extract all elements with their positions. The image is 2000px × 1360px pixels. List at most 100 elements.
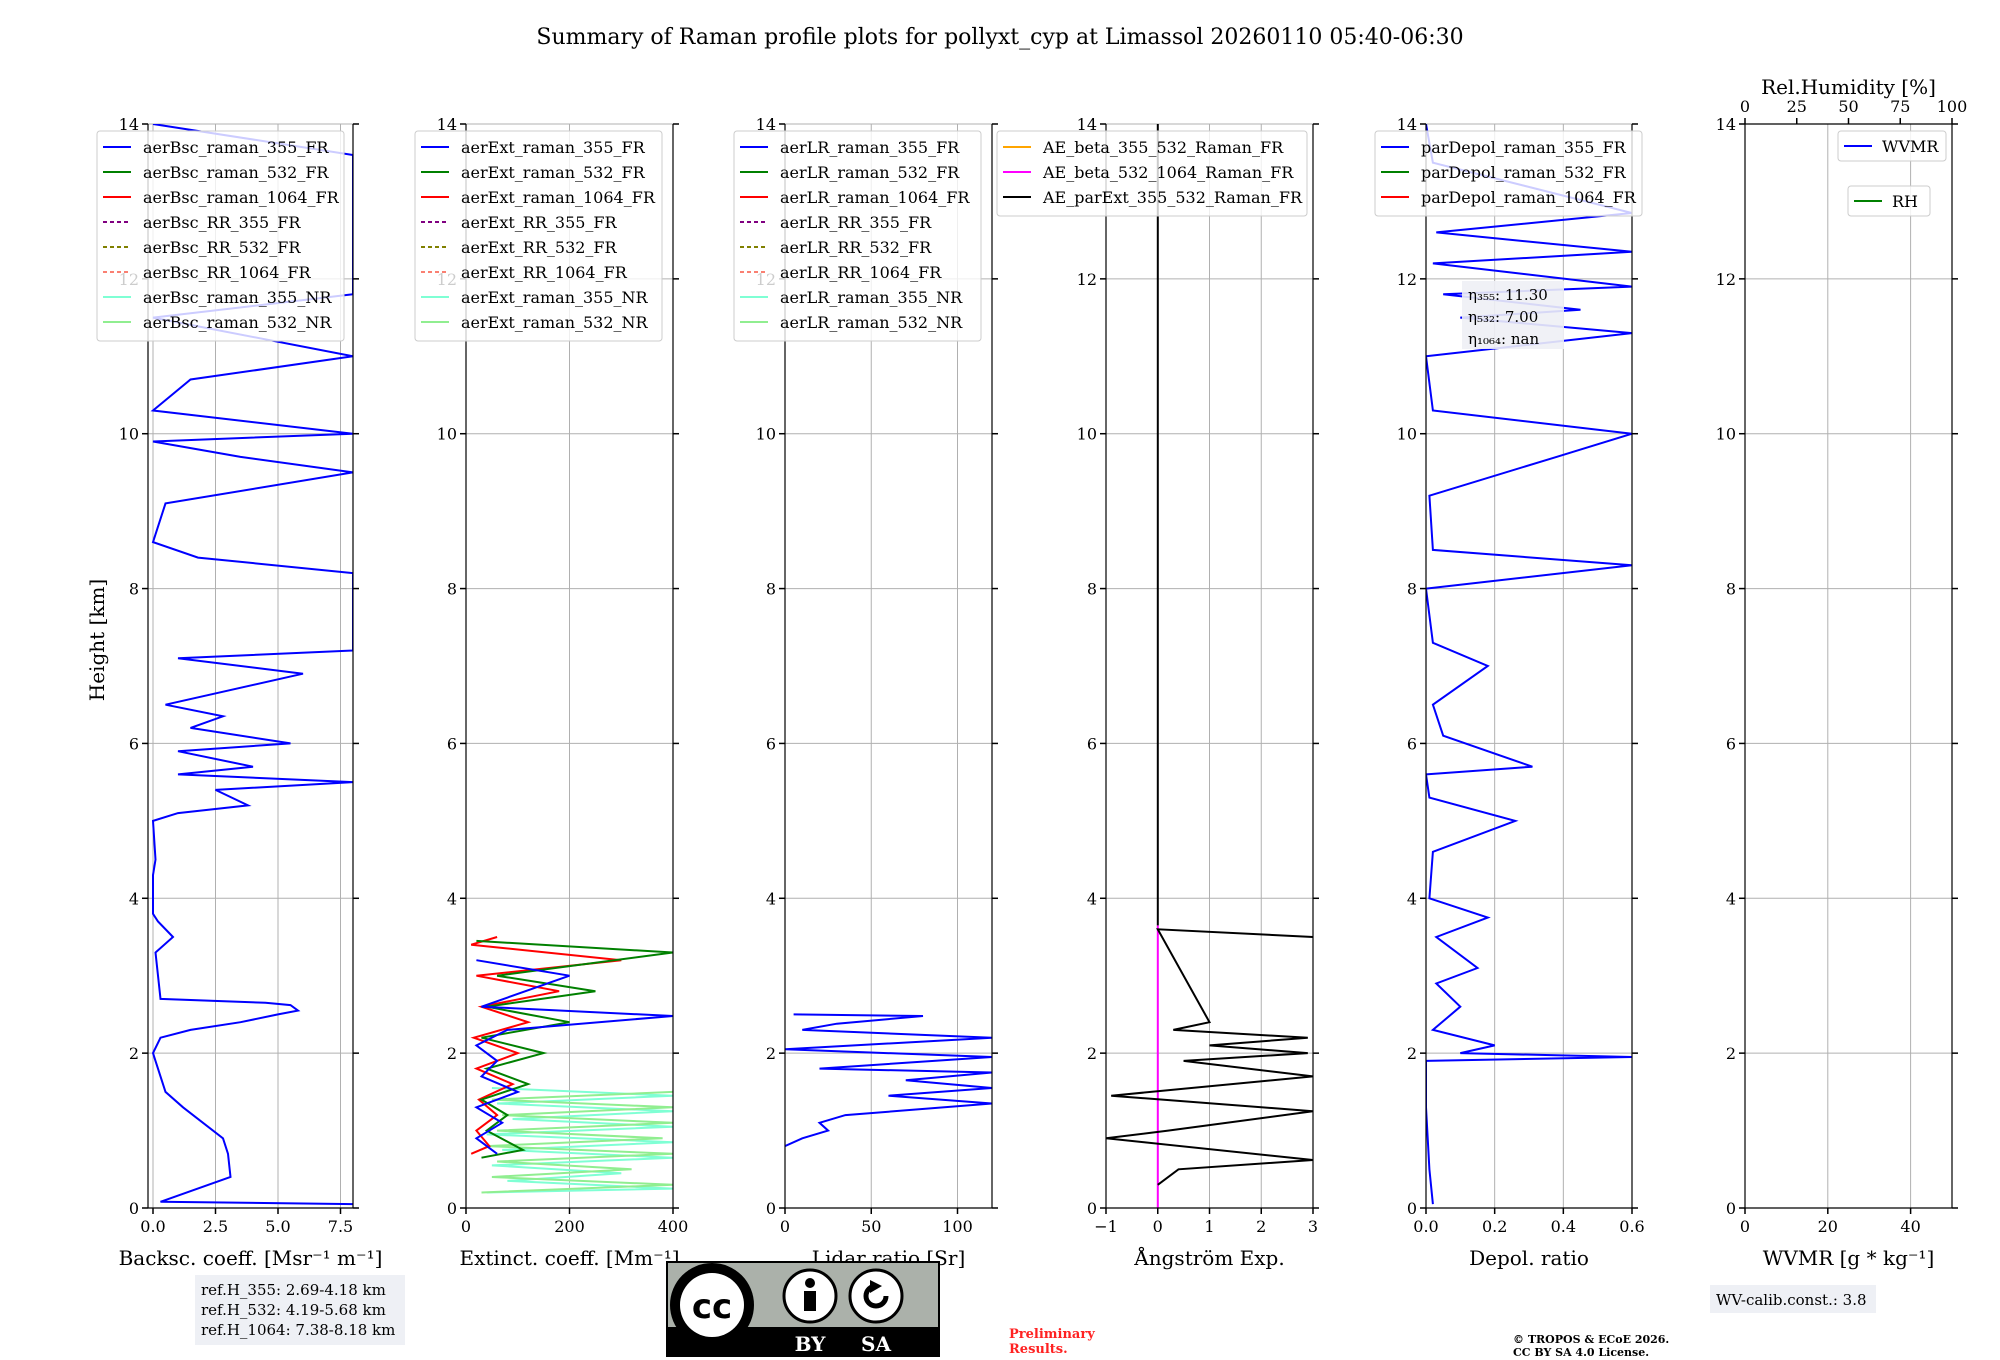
legend-frame [1374, 130, 1643, 217]
legend-label: aerLR_raman_532_FR [780, 163, 960, 182]
legend-label: aerExt_raman_532_FR [461, 163, 646, 182]
ref-h-1064: ref.H_1064: 7.38-8.18 km [201, 1321, 395, 1339]
legend-label: aerBsc_RR_355_FR [143, 213, 301, 232]
copyright-line1: © TROPOS & ECoE 2026. [1513, 1333, 1669, 1346]
eta-box: η₃₅₅: 11.30 η₅₃₂: 7.00 η₁₀₆₄: nan [1462, 281, 1564, 349]
legend-frame [996, 130, 1308, 217]
ref-height-box: ref.H_355: 2.69-4.18 km ref.H_532: 4.19-… [195, 1275, 405, 1345]
series-aerLR_raman_355_FR [785, 1013, 992, 1148]
legend-label: parDepol_raman_355_FR [1421, 138, 1627, 157]
xtick-label: 0 [1153, 1217, 1163, 1236]
legend-label: aerExt_raman_1064_FR [461, 188, 656, 207]
xtick-label: 100 [942, 1217, 973, 1236]
ytick-label: 10 [1716, 425, 1736, 444]
preliminary-line2: Results. [1009, 1342, 1068, 1357]
wv-calib-bg [1710, 1285, 1876, 1313]
ytick-label: 10 [119, 425, 139, 444]
legend-label: aerBsc_raman_532_FR [143, 163, 329, 182]
legend-label: aerBsc_RR_1064_FR [143, 263, 312, 282]
xtick-label: 0 [1740, 1217, 1750, 1236]
sa-arrow-head [870, 1280, 882, 1293]
ref-h-355: ref.H_355: 2.69-4.18 km [201, 1281, 386, 1299]
legend-label: aerLR_raman_355_NR [780, 288, 963, 307]
xtick-label: 2 [1256, 1217, 1266, 1236]
ytick-label: 0 [1087, 1199, 1097, 1218]
copyright-line2: CC BY SA 4.0 License. [1513, 1346, 1649, 1359]
ytick-label: 4 [1407, 889, 1417, 908]
ytick-label: 12 [1716, 270, 1736, 289]
legend-label: aerExt_raman_355_NR [461, 288, 649, 307]
legend-label: aerExt_raman_532_NR [461, 313, 649, 332]
legend: AE_beta_355_532_Raman_FR AE_beta_532_1064… [996, 130, 1308, 217]
ytick-label: 14 [1716, 115, 1736, 134]
sa-share-icon [848, 1268, 904, 1324]
xaxis-label: WVMR [g * kg⁻¹] [1763, 1246, 1935, 1270]
ytick-label: 0 [1407, 1199, 1417, 1218]
legend-label: aerBsc_raman_355_FR [143, 138, 329, 157]
ytick-label: 10 [1397, 425, 1417, 444]
legend-label: aerLR_RR_355_FR [780, 213, 932, 232]
ytick-label: 6 [1726, 734, 1736, 753]
legend-label: aerLR_RR_532_FR [780, 238, 932, 257]
ytick-label: 14 [1077, 115, 1097, 134]
ytick-label: 8 [447, 580, 457, 599]
ytick-label: 4 [129, 889, 139, 908]
legend-label: AE_parExt_355_532_Raman_FR [1042, 188, 1303, 207]
legend-label: aerBsc_raman_1064_FR [143, 188, 340, 207]
ytick-label: 12 [1077, 270, 1097, 289]
legend-label: aerBsc_raman_532_NR [143, 313, 332, 332]
legend-label: aerLR_raman_1064_FR [780, 188, 970, 207]
ytick-label: 14 [437, 115, 457, 134]
ytick-label: 10 [1077, 425, 1097, 444]
series-group [470, 936, 673, 1194]
xtick-label: 3 [1308, 1217, 1318, 1236]
wv-calib-text: WV-calib.const.: 3.8 [1716, 1291, 1867, 1309]
ytick-label: 0 [129, 1199, 139, 1218]
series-AE_parExt_355_532_Raman_FR [1106, 928, 1313, 1186]
xaxis-label: Ångström Exp. [1133, 1245, 1284, 1270]
ytick-label: 4 [1087, 889, 1097, 908]
legend: aerLR_raman_355_FR aerLR_raman_532_FR aerL… [733, 130, 982, 342]
xtick-label: 20 [1818, 1217, 1838, 1236]
legend-label: RH [1892, 192, 1918, 211]
xtick-label: 0.0 [140, 1217, 165, 1236]
ytick-label: 0 [447, 1199, 457, 1218]
legend: aerBsc_raman_355_FR aerBsc_raman_532_FRae… [96, 130, 345, 342]
eta-label: η₁₀₆₄: nan [1468, 330, 1539, 348]
series-group [785, 1013, 992, 1148]
ytick-label: 14 [1397, 115, 1417, 134]
ref-h-532: ref.H_532: 4.19-5.68 km [201, 1301, 386, 1319]
series-aerExt_raman_532_FR [476, 939, 673, 1159]
ytick-label: 4 [1726, 889, 1736, 908]
panel-depol: 0 2 4 6 8 10 12 14 0.0 0.2 0.4 0.6 Depol. ratio parDe… [1374, 115, 1645, 1270]
xtick-label: 2.5 [203, 1217, 228, 1236]
eta-label: η₃₅₅: 11.30 [1468, 286, 1548, 304]
xtick-label: 1 [1204, 1217, 1214, 1236]
xtick-label: 0.2 [1482, 1217, 1507, 1236]
by-person-head [805, 1278, 815, 1288]
ytick-label: 12 [1397, 270, 1417, 289]
ytick-label: 6 [1087, 734, 1097, 753]
ytick-label: 8 [1726, 580, 1736, 599]
preliminary-line1: Preliminary [1009, 1327, 1095, 1342]
cc-logo-text: cc [692, 1287, 732, 1327]
ytick-label: 10 [437, 425, 457, 444]
legend-label: aerLR_RR_1064_FR [780, 263, 942, 282]
series-group [1106, 124, 1313, 1208]
top-xtick-label: 50 [1838, 97, 1858, 116]
xaxis-label: Backsc. coeff. [Msr⁻¹ m⁻¹] [119, 1246, 383, 1270]
legend-frame [1837, 130, 1947, 162]
xtick-label: 50 [861, 1217, 881, 1236]
ytick-label: 8 [1407, 580, 1417, 599]
legend-label: AE_beta_355_532_Raman_FR [1042, 138, 1284, 157]
ytick-label: 8 [129, 580, 139, 599]
badge-by: BY [795, 1332, 827, 1356]
ytick-label: 6 [766, 734, 776, 753]
ytick-label: 2 [1087, 1044, 1097, 1063]
legend-frame [414, 130, 663, 342]
ytick-label: 2 [129, 1044, 139, 1063]
legend-label: aerBsc_RR_532_FR [143, 238, 301, 257]
top-xtick-label: 25 [1787, 97, 1807, 116]
